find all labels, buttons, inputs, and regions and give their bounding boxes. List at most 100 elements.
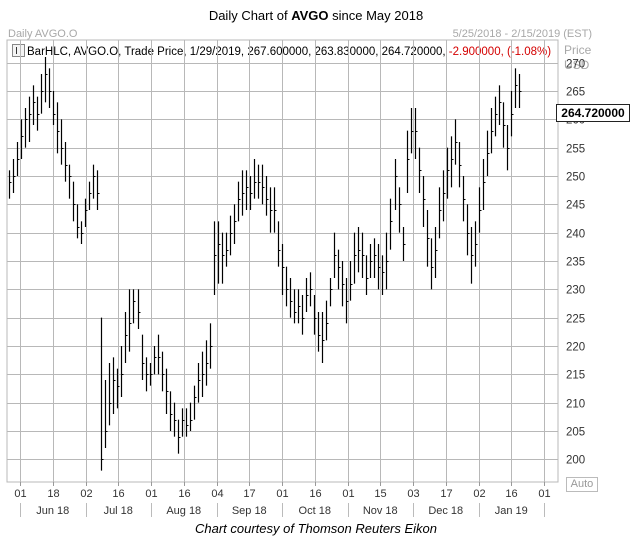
hlc-bar bbox=[237, 181, 241, 222]
hlc-bar bbox=[402, 227, 406, 261]
hlc-bar bbox=[257, 164, 261, 199]
hlc-bar bbox=[76, 204, 80, 239]
hlc-bar bbox=[169, 391, 173, 431]
hlc-bar bbox=[337, 249, 341, 290]
hlc-bar bbox=[197, 363, 201, 403]
hlc-bar bbox=[145, 357, 149, 392]
hlc-bar bbox=[377, 244, 381, 290]
hlc-bar bbox=[88, 181, 92, 210]
chart-title-ticker: AVGO bbox=[291, 8, 329, 23]
month-label: Jul 18 bbox=[104, 505, 133, 517]
y-tick-label: 265 bbox=[566, 87, 585, 99]
hlc-bar bbox=[80, 221, 84, 244]
hlc-bar bbox=[217, 221, 221, 284]
hlc-bar bbox=[313, 295, 317, 335]
x-tick-label: 01 bbox=[276, 488, 288, 500]
chart-title-prefix: Daily Chart of bbox=[208, 8, 292, 23]
hlc-bar bbox=[414, 108, 418, 159]
hlc-bar bbox=[112, 357, 116, 414]
hlc-bar bbox=[84, 198, 88, 227]
hlc-bar bbox=[502, 102, 506, 148]
hlc-bar bbox=[153, 346, 157, 375]
hlc-bar bbox=[389, 198, 393, 250]
hlc-bar bbox=[486, 130, 490, 176]
hlc-bar bbox=[446, 147, 450, 199]
hlc-bar bbox=[333, 232, 337, 278]
hlc-bar bbox=[438, 187, 442, 239]
hlc-bar bbox=[398, 187, 402, 233]
info-high: 267.600000, bbox=[247, 46, 312, 58]
y-tick-label: 210 bbox=[566, 399, 585, 411]
hlc-bar bbox=[32, 85, 36, 125]
x-tick-label: 16 bbox=[505, 488, 517, 500]
hlc-bar bbox=[104, 380, 108, 448]
hlc-bar bbox=[165, 368, 169, 414]
hlc-bar bbox=[52, 91, 56, 125]
hlc-bar bbox=[418, 147, 422, 193]
hlc-bar bbox=[157, 334, 161, 375]
x-tick-label: 17 bbox=[243, 488, 255, 500]
hlc-bar bbox=[381, 255, 385, 295]
hlc-bar bbox=[181, 408, 185, 437]
x-tick-label: 01 bbox=[342, 488, 354, 500]
x-tick-label: 16 bbox=[309, 488, 321, 500]
chart-grid bbox=[6, 39, 559, 483]
hlc-bar bbox=[213, 221, 217, 295]
chart-title: Daily Chart of AVGO since May 2018 bbox=[0, 8, 632, 23]
month-label: Nov 18 bbox=[363, 505, 398, 517]
x-tick-label: 16 bbox=[112, 488, 124, 500]
hlc-bar bbox=[514, 68, 518, 108]
hlc-bar bbox=[100, 317, 104, 471]
month-label: Dec 18 bbox=[428, 505, 463, 517]
auto-scale-button[interactable]: Auto bbox=[566, 477, 598, 492]
hlc-bar bbox=[116, 368, 120, 409]
month-label: Jun 18 bbox=[36, 505, 69, 517]
x-tick-label: 02 bbox=[473, 488, 485, 500]
hlc-bar bbox=[309, 272, 313, 307]
hlc-bar bbox=[28, 96, 32, 142]
hlc-bar bbox=[410, 108, 414, 154]
info-low: 263.830000, bbox=[314, 46, 379, 58]
hlc-bar bbox=[128, 289, 132, 352]
y-axis: 2002052102152202252302352402452502552602… bbox=[566, 59, 585, 467]
hlc-bar bbox=[60, 119, 64, 165]
hlc-bar bbox=[132, 289, 136, 324]
month-label: Sep 18 bbox=[232, 505, 267, 517]
hlc-bar bbox=[482, 159, 486, 210]
hlc-bar bbox=[281, 244, 285, 295]
hlc-bar bbox=[462, 176, 466, 222]
hlc-bar bbox=[434, 227, 438, 278]
hlc-bar bbox=[233, 204, 237, 244]
hlc-bar bbox=[249, 176, 253, 210]
hlc-bar bbox=[474, 221, 478, 267]
hlc-bar bbox=[241, 170, 245, 216]
hlc-bar bbox=[321, 312, 325, 363]
last-price-badge: 264.720000 bbox=[556, 104, 630, 122]
series-info-row: BarHLC, AVGO.O, Trade Price, 1/29/2019, … bbox=[12, 44, 551, 58]
hlc-bar bbox=[506, 125, 510, 171]
hlc-bar bbox=[36, 96, 40, 131]
hlc-bar bbox=[289, 278, 293, 318]
hlc-bar bbox=[261, 164, 265, 205]
hlc-bar bbox=[297, 289, 301, 324]
hlc-bar bbox=[201, 351, 205, 397]
hlc-bar bbox=[225, 232, 229, 267]
hlc-bar bbox=[394, 159, 398, 210]
hlc-bar bbox=[357, 227, 361, 273]
hlc-bar bbox=[518, 74, 522, 108]
month-label: Aug 18 bbox=[166, 505, 201, 517]
hlc-bar bbox=[466, 204, 470, 256]
hlc-bar bbox=[72, 181, 76, 222]
hlc-bar bbox=[245, 170, 249, 210]
hlc-bar bbox=[137, 289, 141, 329]
hlc-bar bbox=[149, 363, 153, 386]
series-name: BarHLC, AVGO.O, Trade Price, bbox=[27, 46, 187, 58]
hlc-bar bbox=[450, 136, 454, 188]
hlc-bar bbox=[365, 255, 369, 295]
hlc-bar bbox=[426, 210, 430, 267]
hlc-bar bbox=[108, 363, 112, 426]
hlc-bar bbox=[458, 142, 462, 188]
hlc-bar bbox=[305, 278, 309, 312]
hlc-bar bbox=[293, 289, 297, 324]
